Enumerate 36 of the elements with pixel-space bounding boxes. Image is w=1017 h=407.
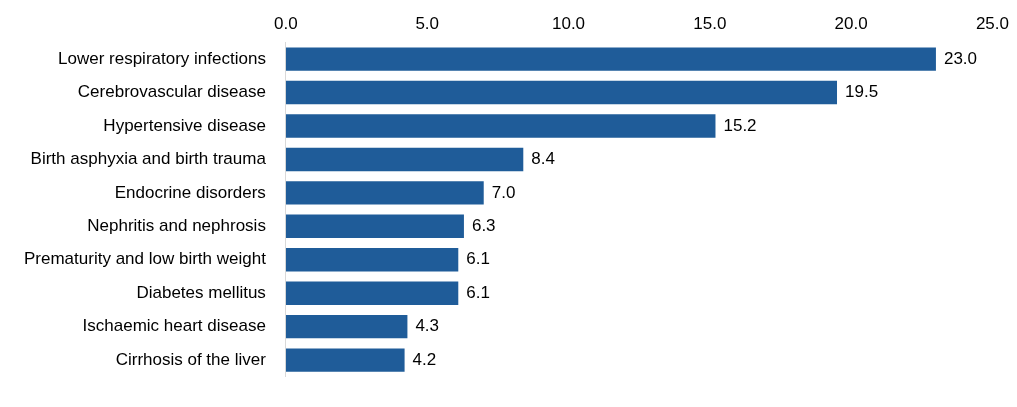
data-label: 23.0 — [943, 48, 978, 68]
y-tick-label: Lower respiratory infections — [58, 48, 266, 68]
data-label: 6.3 — [471, 216, 496, 236]
y-tick-label: Diabetes mellitus — [136, 282, 266, 302]
bar — [285, 314, 408, 339]
bar — [285, 214, 464, 239]
y-tick-label: Birth asphyxia and birth trauma — [30, 149, 267, 169]
y-tick-label: Hypertensive disease — [103, 115, 266, 135]
bar — [285, 47, 936, 71]
data-label: 19.5 — [845, 82, 879, 102]
y-tick-label: Cirrhosis of the liver — [115, 349, 267, 369]
data-label: 6.1 — [466, 249, 490, 269]
data-label: 15.2 — [723, 115, 757, 135]
data-label: 4.3 — [415, 316, 440, 336]
bar — [285, 114, 716, 138]
y-tick-label: Cerebrovascular disease — [77, 82, 266, 102]
data-label: 7.0 — [491, 182, 516, 202]
bar — [285, 80, 838, 105]
bar — [285, 348, 405, 372]
bar — [285, 281, 459, 305]
x-tick-label: 10.0 — [551, 13, 586, 33]
x-tick-label: 15.0 — [693, 13, 727, 33]
x-tick-label: 25.0 — [975, 13, 1009, 33]
y-tick-label: Prematurity and low birth weight — [23, 249, 267, 269]
data-label: 4.2 — [412, 349, 437, 369]
data-label: 8.4 — [531, 149, 555, 169]
x-tick-label: 0.0 — [274, 13, 298, 33]
y-tick-label: Nephritis and nephrosis — [87, 216, 266, 236]
x-tick-label: 20.0 — [834, 13, 868, 33]
data-label: 6.1 — [466, 282, 490, 302]
y-tick-label: Ischaemic heart disease — [82, 316, 266, 336]
x-tick-label: 5.0 — [415, 13, 440, 33]
bar — [285, 147, 524, 172]
y-tick-label: Endocrine disorders — [114, 182, 266, 202]
bar — [285, 181, 484, 205]
bar — [285, 248, 459, 272]
